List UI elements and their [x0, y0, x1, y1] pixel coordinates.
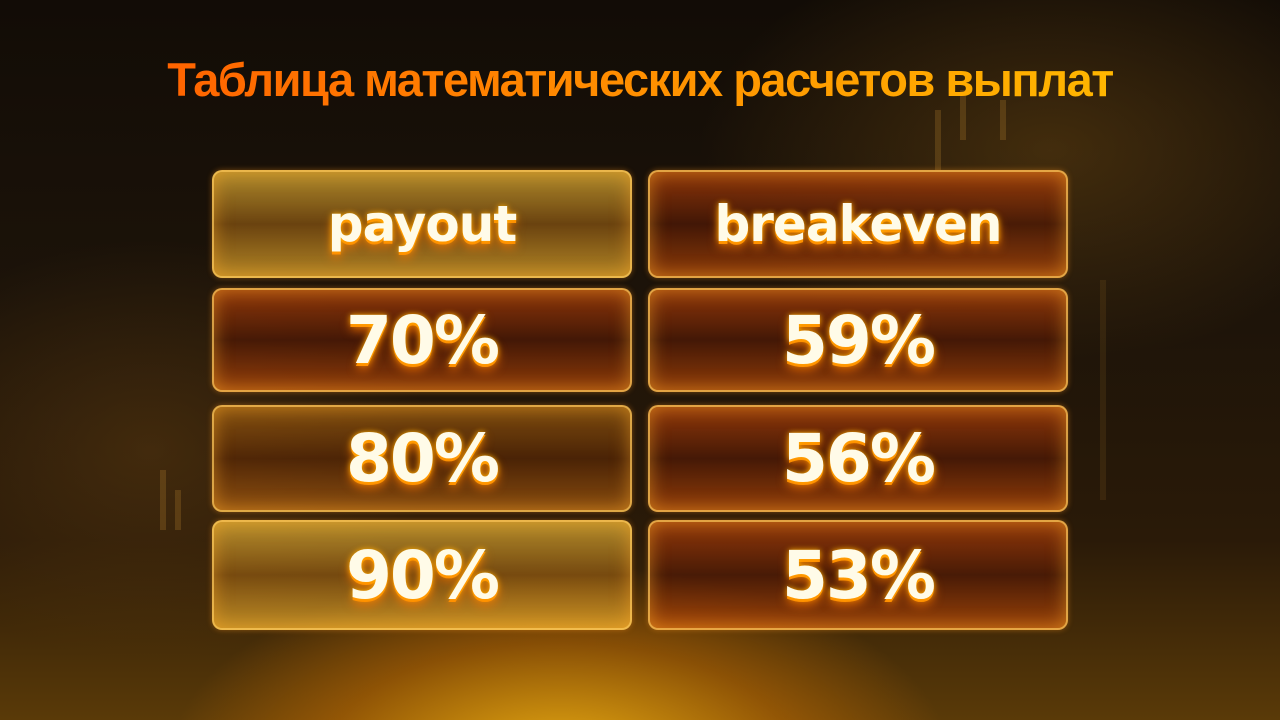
cell-payout-row2: 80%: [212, 405, 632, 512]
cell-payout-row3: 90%: [212, 520, 632, 630]
header-payout: payout: [212, 170, 632, 278]
cell-breakeven-row2: 56%: [648, 405, 1068, 512]
page-title: Таблица математических расчетов выплат: [0, 52, 1280, 107]
cell-breakeven-row1: 59%: [648, 288, 1068, 392]
cell-payout-row1: 70%: [212, 288, 632, 392]
header-breakeven: breakeven: [648, 170, 1068, 278]
cell-breakeven-row3: 53%: [648, 520, 1068, 630]
